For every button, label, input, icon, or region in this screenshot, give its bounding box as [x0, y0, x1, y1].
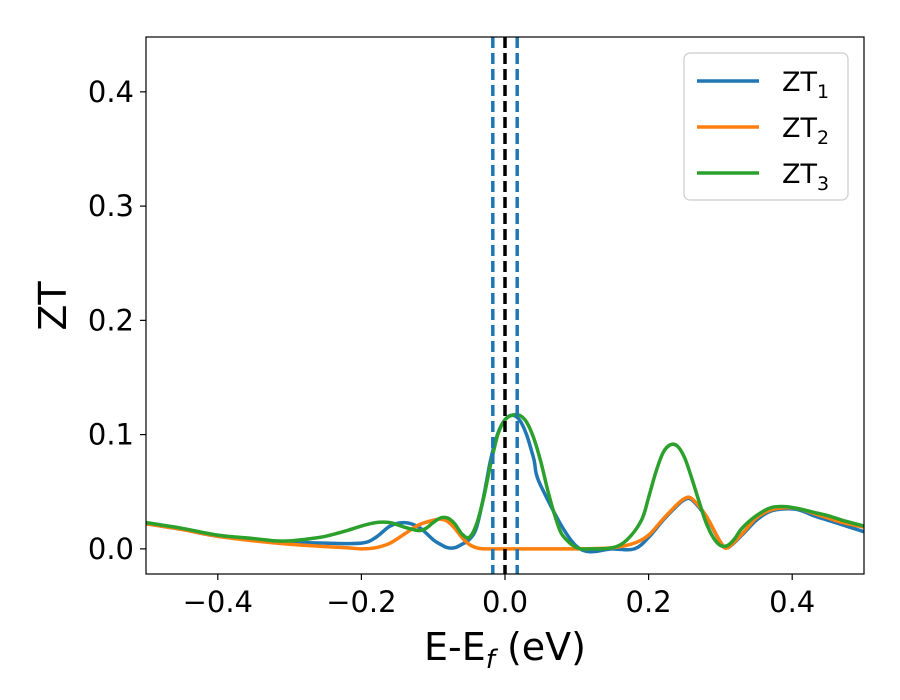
- series-group: [146, 37, 864, 574]
- y-tick-label: 0.3: [88, 189, 134, 223]
- y-axis: 0.0 0.1 0.2 0.3 0.4: [88, 75, 146, 566]
- legend-label-zt2: ZT2: [782, 113, 829, 149]
- x-tick-label: 0.0: [482, 585, 528, 619]
- legend-label-zt1: ZT1: [782, 67, 829, 103]
- y-tick-label: 0.2: [88, 303, 134, 337]
- y-axis-label: ZT: [31, 281, 75, 331]
- x-tick-label: −0.2: [326, 585, 396, 619]
- y-tick-label: 0.1: [88, 418, 134, 452]
- x-tick-label: 0.4: [769, 585, 815, 619]
- y-tick-label: 0.4: [88, 75, 134, 109]
- series-line-zt2: [146, 495, 864, 551]
- x-axis-label: E-Ef (eV): [424, 625, 586, 675]
- legend: ZT1 ZT2 ZT3: [683, 52, 849, 201]
- y-tick-label: 0.0: [88, 532, 134, 566]
- series-line-zt3: [146, 412, 864, 551]
- legend-label-zt3: ZT3: [782, 159, 829, 195]
- legend-box: [683, 52, 849, 201]
- x-tick-label: 0.2: [626, 585, 672, 619]
- x-tick-label: −0.4: [183, 585, 253, 619]
- x-axis: −0.4 −0.2 0.0 0.2 0.4: [183, 574, 815, 619]
- plot-area: [146, 37, 864, 574]
